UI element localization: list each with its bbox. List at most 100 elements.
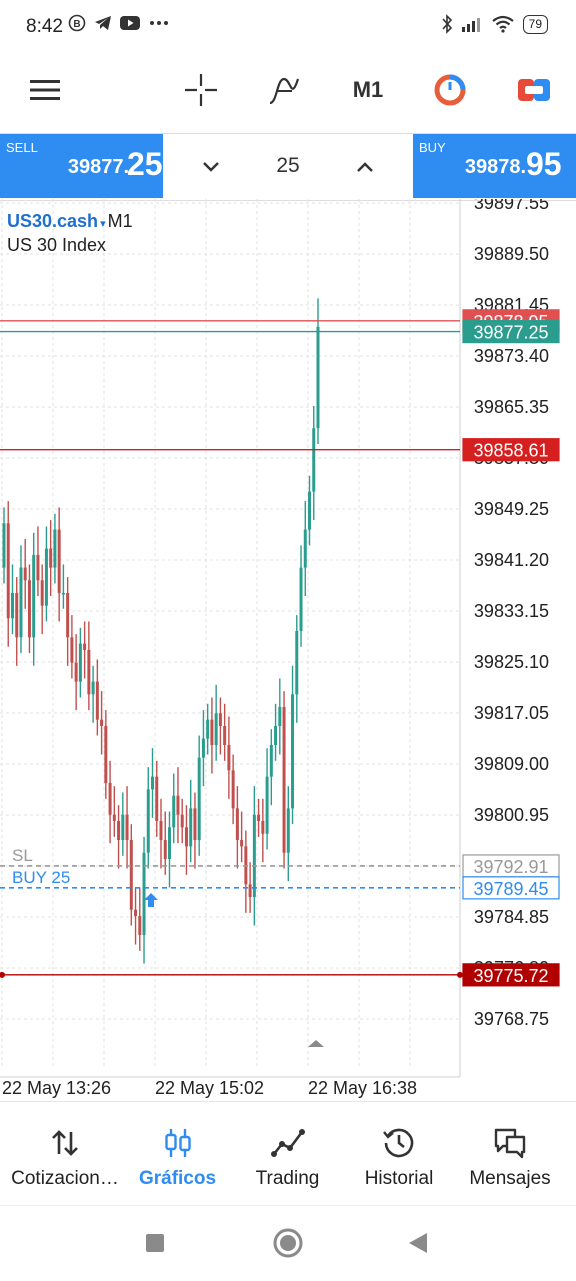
candle-body	[2, 523, 6, 568]
price-chart[interactable]: 39897.5539889.5039881.4539873.4039865.35…	[0, 199, 576, 1101]
candle-body	[10, 592, 14, 619]
candle-body	[19, 567, 23, 638]
candle-body	[159, 821, 163, 841]
symbol-header[interactable]: US30.cash ▾ M1	[7, 211, 133, 232]
candle-body	[312, 428, 316, 492]
y-tick-label: 39833.15	[474, 601, 549, 621]
y-tick-label: 39768.75	[474, 1009, 549, 1029]
nav-history-label: Historial	[364, 1168, 434, 1189]
y-tick-label: 39784.85	[474, 907, 549, 927]
nav-quotes[interactable]: Cotizacion…	[0, 1102, 130, 1206]
price-line-value: 39858.61	[473, 441, 548, 461]
candle-body	[36, 554, 40, 581]
candle-body	[61, 592, 65, 595]
nav-charts-label: Gráficos	[138, 1168, 217, 1189]
candle-body	[248, 884, 252, 898]
candle-body	[49, 548, 53, 568]
candle-body	[303, 529, 307, 568]
more-dots-icon	[150, 21, 168, 25]
buy-entry-arrow-icon	[144, 893, 158, 907]
candle-body	[117, 821, 121, 841]
candle-body	[66, 592, 70, 638]
candle-body	[223, 725, 227, 745]
candle-body	[151, 776, 155, 790]
menu-button[interactable]	[28, 70, 62, 110]
chevron-down-icon[interactable]	[196, 152, 226, 182]
candle-body	[231, 770, 235, 809]
buy-button[interactable]: BUY 39878. 95	[413, 134, 576, 198]
y-tick-label: 39841.20	[474, 550, 549, 570]
candle-body	[40, 580, 44, 606]
candle-body	[210, 719, 214, 745]
indicator-f-icon	[269, 77, 300, 105]
sell-button[interactable]: SELL 39877. 25	[0, 134, 163, 198]
chart-area[interactable]: 39897.55 39889.50 39881.45 39873.40 39865.35…	[0, 199, 576, 1101]
battery-icon: 79	[522, 14, 548, 34]
bottom-navigation: Cotizacion… Gráficos Trading Historial M…	[0, 1101, 576, 1206]
telegram-icon	[95, 16, 111, 30]
candle-body	[32, 554, 36, 638]
youtube-icon	[120, 16, 140, 30]
candle-body	[206, 719, 210, 739]
y-tick-label: 39897.55	[474, 199, 549, 213]
symbol-description: US 30 Index	[7, 235, 107, 255]
candle-body	[167, 827, 171, 860]
notification-icons: B	[68, 14, 170, 32]
nav-charts[interactable]: Gráficos	[130, 1102, 225, 1206]
candle-body	[6, 523, 10, 619]
lot-value[interactable]: 25	[276, 154, 300, 177]
b-circle-icon: B	[68, 14, 86, 32]
candlestick-chart-icon	[164, 1129, 191, 1157]
status-bar: 8:42 B 79	[0, 0, 576, 56]
nav-trading[interactable]: Trading	[235, 1102, 340, 1206]
candle-body	[189, 808, 193, 847]
price-line-name: SL	[12, 846, 33, 865]
y-tick-label: 39809.00	[474, 754, 549, 774]
candle-body	[227, 744, 231, 771]
candle-body	[91, 681, 95, 695]
hamburger-icon	[30, 80, 60, 100]
candle-body	[146, 789, 150, 853]
candle-body	[23, 567, 27, 581]
candle-body	[261, 821, 265, 834]
timeframe-button[interactable]: M1	[346, 70, 390, 110]
buy-price-big: 95	[526, 146, 562, 182]
candle-body	[134, 909, 138, 917]
candle-body	[295, 630, 299, 695]
nav-messages[interactable]: Mensajes	[458, 1102, 562, 1206]
crosshair-button[interactable]	[183, 70, 219, 110]
back-triangle-icon[interactable]	[407, 1232, 429, 1254]
candle-body	[252, 814, 256, 898]
new-order-icon	[518, 79, 550, 101]
price-line-value: 39789.45	[473, 879, 548, 899]
messages-icon	[494, 1128, 526, 1159]
candle-body	[197, 757, 201, 841]
buy-label: BUY	[419, 140, 446, 155]
price-line-value: 39792.91	[473, 857, 548, 877]
svg-text:B: B	[73, 19, 80, 30]
candle-body	[286, 808, 290, 853]
new-order-button[interactable]	[516, 70, 552, 110]
candle-body	[269, 744, 273, 777]
candle-body	[125, 814, 129, 841]
history-clock-icon	[383, 1128, 414, 1158]
indicators-button[interactable]	[266, 70, 302, 110]
recents-square-icon[interactable]	[145, 1233, 165, 1253]
line-handle-left	[0, 971, 5, 978]
candle-body	[15, 592, 19, 638]
candle-body	[74, 662, 78, 682]
lot-selector: 25	[163, 134, 413, 198]
y-tick-label: 39800.95	[474, 805, 549, 825]
y-tick-label: 39825.10	[474, 652, 549, 672]
home-circle-icon[interactable]	[273, 1228, 303, 1258]
y-tick-label: 39849.25	[474, 499, 549, 519]
nav-history[interactable]: Historial	[350, 1102, 448, 1206]
candle-body	[278, 706, 282, 726]
y-tick-label: 39873.40	[474, 346, 549, 366]
chevron-up-icon[interactable]	[350, 152, 380, 182]
one-click-trading-button[interactable]	[432, 70, 468, 110]
candle-body	[129, 840, 133, 910]
price-line-name: BUY 25	[12, 868, 70, 887]
one-click-gauge-icon	[434, 74, 466, 106]
candle-body	[57, 529, 61, 593]
